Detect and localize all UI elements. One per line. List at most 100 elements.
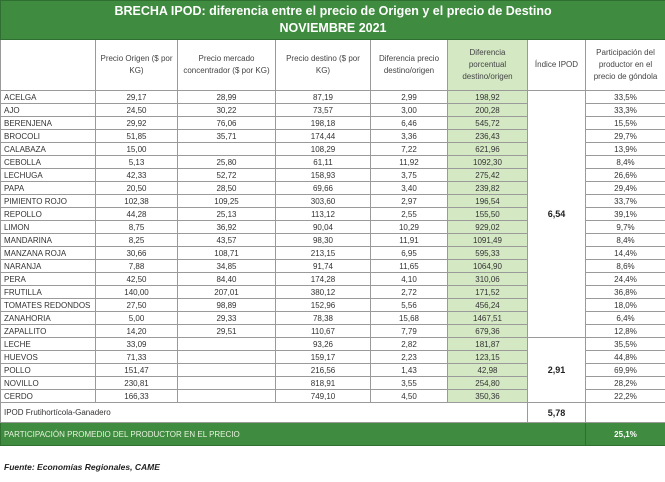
column-header: Índice IPOD <box>527 39 586 91</box>
cell: 275,42 <box>447 168 528 182</box>
cell: 33,09 <box>95 337 178 351</box>
cell: 15,5% <box>584 116 665 130</box>
data-row: CALABAZA 15,00 108,29 7,22 621,96 13,9% <box>0 142 665 156</box>
cell: 749,10 <box>275 389 371 403</box>
column-header: Diferencia precio destino/origen <box>370 39 448 91</box>
cell: 7,79 <box>370 324 448 338</box>
data-row: CERDO 166,33 749,10 4,50 350,36 22,2% <box>0 389 665 403</box>
table-body: BRECHA IPOD: diferencia entre el precio … <box>0 0 665 446</box>
cell: 2,23 <box>370 350 448 364</box>
product-name: ACELGA <box>0 90 96 104</box>
cell <box>177 337 276 351</box>
product-name: CEBOLLA <box>0 155 96 169</box>
cell: 200,28 <box>447 103 528 117</box>
cell: 27,50 <box>95 298 178 312</box>
cell: 25,13 <box>177 207 276 221</box>
cell: 159,17 <box>275 350 371 364</box>
cell: 30,22 <box>177 103 276 117</box>
total-row: PARTICIPACIÓN PROMEDIO DEL PRODUCTOR EN … <box>0 422 665 446</box>
cell: 84,40 <box>177 272 276 286</box>
data-row: NOVILLO 230,81 818,91 3,55 254,80 28,2% <box>0 376 665 390</box>
column-header: Precio destino ($ por KG) <box>275 39 371 91</box>
cell: 61,11 <box>275 155 371 169</box>
cell: 29,4% <box>584 181 665 195</box>
cell: 310,06 <box>447 272 528 286</box>
data-row: MANZANA ROJA 30,66 108,71 213,15 6,95 595,33 1… <box>0 246 665 260</box>
cell <box>177 389 276 403</box>
cell <box>177 363 276 377</box>
cell: 818,91 <box>275 376 371 390</box>
cell: 29,17 <box>95 90 178 104</box>
cell: 36,8% <box>584 285 665 299</box>
cell: 29,33 <box>177 311 276 325</box>
cell: 15,68 <box>370 311 448 325</box>
cell: 8,75 <box>95 220 178 234</box>
cell: 8,4% <box>584 155 665 169</box>
data-row: REPOLLO 44,28 25,13 113,12 2,55 155,50 39,1% <box>0 207 665 221</box>
product-name: LIMON <box>0 220 96 234</box>
ipod-index: 6,54 <box>527 90 586 338</box>
cell: 102,38 <box>95 194 178 208</box>
data-row: ACELGA 29,17 28,99 87,19 2,99 198,92 6,54 33,5% <box>0 90 665 338</box>
cell: 11,92 <box>370 155 448 169</box>
header-row: Precio Origen ($ por KG) Precio mercado c… <box>0 39 665 91</box>
cell: 3,00 <box>370 103 448 117</box>
data-row: LECHE 33,09 93,26 2,82 181,87 2,91 35,5% <box>0 337 665 403</box>
cell: 35,71 <box>177 129 276 143</box>
cell: 196,54 <box>447 194 528 208</box>
summary-row: IPOD Frutihortícola-Ganadero 5,78 <box>0 402 665 423</box>
cell: 1092,30 <box>447 155 528 169</box>
cell <box>584 402 665 423</box>
cell: 207,01 <box>177 285 276 299</box>
product-name: MANDARINA <box>0 233 96 247</box>
product-name: AJO <box>0 103 96 117</box>
product-name: FRUTILLA <box>0 285 96 299</box>
cell: 9,7% <box>584 220 665 234</box>
cell: 13,9% <box>584 142 665 156</box>
cell: 43,57 <box>177 233 276 247</box>
cell: 42,50 <box>95 272 178 286</box>
data-row: TOMATES REDONDOS 27,50 98,89 152,96 5,56 456,… <box>0 298 665 312</box>
ipod-index: 2,91 <box>527 337 586 403</box>
cell: 174,44 <box>275 129 371 143</box>
data-row: CEBOLLA 5,13 25,80 61,11 11,92 1092,30 8,4% <box>0 155 665 169</box>
cell: 7,22 <box>370 142 448 156</box>
cell: 174,28 <box>275 272 371 286</box>
cell: 380,12 <box>275 285 371 299</box>
cell: 6,95 <box>370 246 448 260</box>
cell: 113,12 <box>275 207 371 221</box>
source-note: Fuente: Economías Regionales, CAME <box>4 462 160 472</box>
cell: 155,50 <box>447 207 528 221</box>
cell: 1064,90 <box>447 259 528 273</box>
cell: 44,28 <box>95 207 178 221</box>
cell: 679,36 <box>447 324 528 338</box>
cell: 181,87 <box>447 337 528 351</box>
cell: 98,89 <box>177 298 276 312</box>
cell: 236,43 <box>447 129 528 143</box>
cell: 456,24 <box>447 298 528 312</box>
cell: 2,72 <box>370 285 448 299</box>
cell: 254,80 <box>447 376 528 390</box>
cell: 34,85 <box>177 259 276 273</box>
cell: 152,96 <box>275 298 371 312</box>
cell: 98,30 <box>275 233 371 247</box>
product-name: PAPA <box>0 181 96 195</box>
cell: 4,10 <box>370 272 448 286</box>
cell: 35,5% <box>584 337 665 351</box>
cell: 28,50 <box>177 181 276 195</box>
product-name: ZAPALLITO <box>0 324 96 338</box>
cell: 44,8% <box>584 350 665 364</box>
product-name: ZANAHORIA <box>0 311 96 325</box>
cell: 42,98 <box>447 363 528 377</box>
cell: 78,38 <box>275 311 371 325</box>
product-name: NARANJA <box>0 259 96 273</box>
product-name: NOVILLO <box>0 376 96 390</box>
product-name: BROCOLI <box>0 129 96 143</box>
cell: 216,56 <box>275 363 371 377</box>
cell: 52,72 <box>177 168 276 182</box>
cell: 2,99 <box>370 90 448 104</box>
data-row: BERENJENA 29,92 76,06 198,18 6,46 545,72 15,5% <box>0 116 665 130</box>
cell: 350,36 <box>447 389 528 403</box>
cell: 158,93 <box>275 168 371 182</box>
cell: 30,66 <box>95 246 178 260</box>
